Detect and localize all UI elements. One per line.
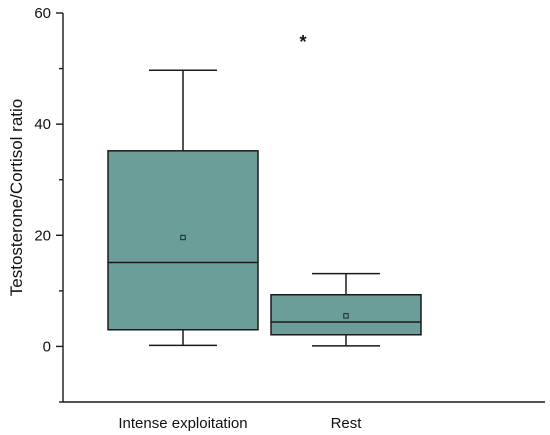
box-1: [107, 69, 259, 347]
interquartile-box: [107, 150, 259, 331]
y-tick-label: 20: [34, 227, 51, 244]
significance-annotation: *: [299, 32, 306, 52]
box-series: [107, 69, 422, 347]
y-tick-label: 40: [34, 116, 51, 133]
y-tick-label: 0: [43, 338, 51, 355]
mean-marker: [180, 234, 186, 241]
y-tick-label: 60: [34, 5, 51, 22]
axes: [62, 13, 545, 403]
x-tick-label: Intense exploitation: [118, 415, 247, 432]
mean-marker: [343, 313, 349, 319]
y-axis-ticks: 0 20 40 60: [34, 5, 63, 403]
x-axis-tick-labels: Intense exploitation Rest: [118, 415, 362, 432]
box-2: [270, 272, 422, 347]
interquartile-box: [270, 293, 422, 336]
x-tick-label: Rest: [331, 415, 363, 432]
y-axis-label: Testosterone/Cortisol ratio: [7, 99, 26, 296]
